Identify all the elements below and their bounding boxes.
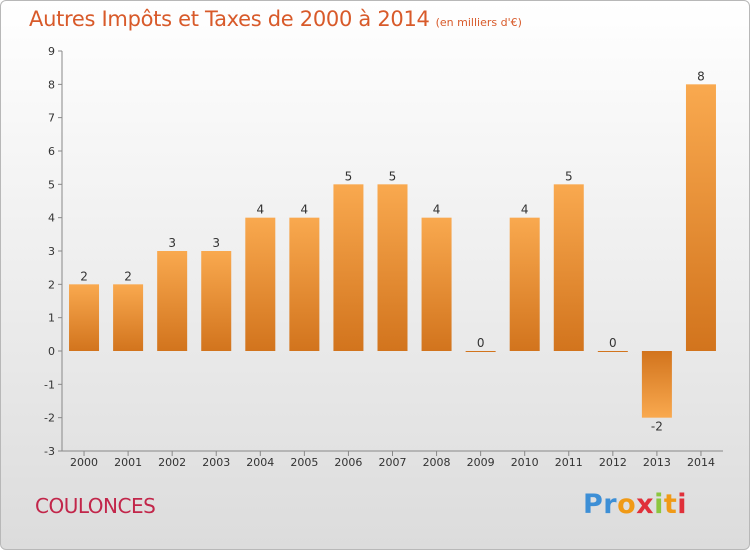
chart-axes <box>58 50 723 456</box>
y-tick-label: 3 <box>48 245 55 258</box>
x-tick-label: 2013 <box>643 456 671 469</box>
x-tick-label: 2001 <box>114 456 142 469</box>
bar-2008 <box>421 217 452 351</box>
y-tick-label: 1 <box>48 312 55 325</box>
bar-2014 <box>685 84 716 351</box>
chart-labels: -3 -2 -1 0 1 2 3 4 5 6 7 8 9 2000 2 2001 2 2002 3 2003 3 2004… <box>44 45 715 469</box>
data-label-2012: 0 <box>609 336 617 350</box>
x-tick-label: 2005 <box>290 456 318 469</box>
data-label-2007: 5 <box>389 169 397 183</box>
y-tick-label: 4 <box>48 212 55 225</box>
x-tick-label: 2000 <box>70 456 98 469</box>
data-label-2004: 4 <box>256 203 264 217</box>
bar-2009 <box>465 351 496 352</box>
bar-2010 <box>509 217 540 351</box>
bar-2000 <box>69 284 100 351</box>
commune-name: COULONCES <box>35 494 156 518</box>
x-tick-label: 2007 <box>379 456 407 469</box>
x-tick-label: 2003 <box>202 456 230 469</box>
x-tick-label: 2014 <box>687 456 715 469</box>
bar-2001 <box>113 284 144 351</box>
bar-2002 <box>157 251 188 351</box>
bar-2012 <box>597 351 628 352</box>
data-label-2013: -2 <box>651 420 663 434</box>
y-tick-label: -3 <box>44 445 55 458</box>
x-tick-label: 2002 <box>158 456 186 469</box>
bar-2005 <box>289 217 320 351</box>
y-tick-label: 0 <box>48 345 55 358</box>
bar-2011 <box>553 184 584 351</box>
data-label-2001: 2 <box>124 269 132 283</box>
data-label-2003: 3 <box>212 236 220 250</box>
y-tick-label: -1 <box>44 378 55 391</box>
chart-title-block: Autres Impôts et Taxes de 2000 à 2014 (en… <box>29 7 522 31</box>
x-tick-label: 2012 <box>599 456 627 469</box>
data-label-2006: 5 <box>345 169 353 183</box>
data-label-2009: 0 <box>477 336 485 350</box>
chart-title: Autres Impôts et Taxes de 2000 à 2014 <box>29 7 430 31</box>
y-tick-label: -2 <box>44 412 55 425</box>
y-tick-label: 5 <box>48 178 55 191</box>
data-label-2011: 5 <box>565 169 573 183</box>
data-label-2010: 4 <box>521 203 529 217</box>
x-tick-label: 2011 <box>555 456 583 469</box>
y-tick-label: 6 <box>48 145 55 158</box>
data-label-2000: 2 <box>80 269 88 283</box>
data-label-2008: 4 <box>433 203 441 217</box>
y-tick-label: 9 <box>48 45 55 58</box>
x-tick-label: 2004 <box>246 456 274 469</box>
y-tick-label: 2 <box>48 278 55 291</box>
chart-unit: (en milliers d'€) <box>435 16 522 29</box>
x-tick-label: 2008 <box>423 456 451 469</box>
chart-bars <box>69 84 716 418</box>
y-tick-label: 7 <box>48 112 55 125</box>
bar-2004 <box>245 217 276 351</box>
x-tick-label: 2009 <box>467 456 495 469</box>
y-tick-label: 8 <box>48 78 55 91</box>
data-label-2002: 3 <box>168 236 176 250</box>
x-tick-label: 2010 <box>511 456 539 469</box>
proxiti-logo: Proxiti <box>583 489 688 520</box>
bar-2007 <box>377 184 408 351</box>
bar-2003 <box>201 251 232 351</box>
bar-2013 <box>641 351 672 418</box>
bar-2006 <box>333 184 364 351</box>
data-label-2005: 4 <box>301 203 309 217</box>
x-tick-label: 2006 <box>334 456 362 469</box>
data-label-2014: 8 <box>697 69 705 83</box>
